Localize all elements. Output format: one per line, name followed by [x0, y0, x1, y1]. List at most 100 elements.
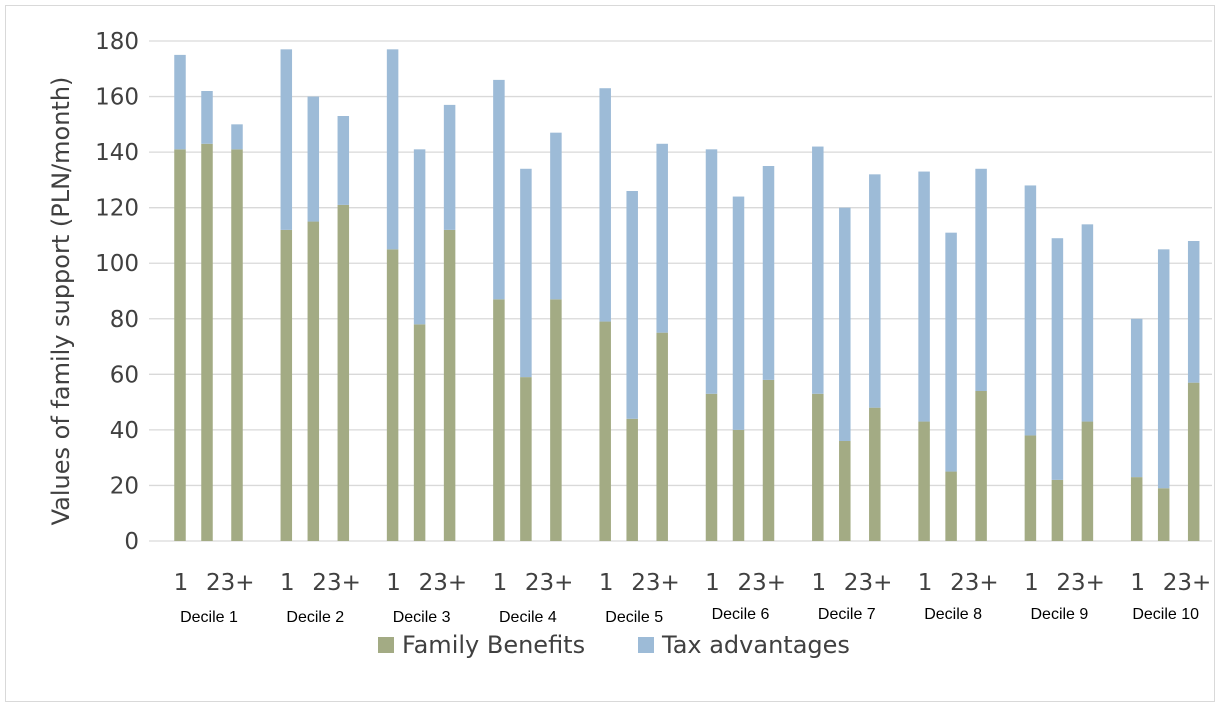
bar-family-benefits [626, 419, 638, 541]
x-tick-label: 2 [738, 570, 753, 596]
bar-family-benefits [1082, 422, 1094, 541]
x-tick-label: 23+ [312, 570, 361, 596]
y-tick-label: 100 [95, 251, 139, 277]
bar-tax-advantages [945, 233, 957, 472]
x-tick-label: 23+ [419, 570, 468, 596]
x-tick-label: 3+ [1177, 570, 1211, 596]
x-tick-label: 1 [1130, 570, 1145, 596]
y-tick-label: 120 [95, 196, 139, 222]
bar-tax-advantages [626, 191, 638, 419]
decile-label: Decile 5 [605, 609, 663, 626]
bars [174, 49, 1199, 541]
bar-tax-advantages [1082, 224, 1094, 421]
x-tick-label: 3+ [646, 570, 680, 596]
bar-family-benefits [975, 391, 987, 541]
decile-label: Decile 9 [1030, 606, 1088, 623]
y-axis-title: Values of family support (PLN/month) [47, 77, 75, 526]
bar-family-benefits [733, 430, 745, 541]
x-tick-label: 23+ [844, 570, 893, 596]
bar-family-benefits [414, 324, 426, 541]
bar-tax-advantages [387, 49, 399, 249]
bar-family-benefits [763, 380, 775, 541]
y-tick-label: 0 [124, 529, 139, 555]
x-tick-label: 2 [312, 570, 327, 596]
x-tick-label: 23+ [738, 570, 787, 596]
x-tick-label: 1 [918, 570, 933, 596]
bar-family-benefits [281, 230, 293, 541]
x-tick-label: 3+ [752, 570, 786, 596]
bar-tax-advantages [1025, 185, 1037, 435]
bar-tax-advantages [763, 166, 775, 380]
bar-tax-advantages [975, 169, 987, 391]
bar-tax-advantages [1188, 241, 1200, 383]
bar-tax-advantages [1158, 249, 1170, 488]
bar-tax-advantages [444, 105, 456, 230]
x-tick-label: 1 [705, 570, 720, 596]
bar-tax-advantages [706, 149, 718, 393]
legend-label: Family Benefits [402, 631, 585, 659]
bar-family-benefits [550, 299, 562, 541]
x-tick-label: 2 [1056, 570, 1071, 596]
bar-tax-advantages [1052, 238, 1064, 480]
legend-label: Tax advantages [661, 631, 850, 659]
x-tick-label: 1 [386, 570, 401, 596]
bar-tax-advantages [733, 197, 745, 430]
bar-family-benefits [869, 408, 881, 541]
x-tick-label: 3+ [540, 570, 574, 596]
x-tick-label: 3+ [858, 570, 892, 596]
bar-tax-advantages [338, 116, 350, 205]
bar-tax-advantages [1131, 319, 1143, 477]
decile-label: Decile 8 [924, 606, 982, 623]
decile-label: Decile 3 [393, 609, 451, 626]
x-tick-label: 23+ [525, 570, 574, 596]
bar-family-benefits [1052, 480, 1064, 541]
x-tick-label: 1 [280, 570, 295, 596]
bar-family-benefits [493, 299, 505, 541]
bar-family-benefits [1025, 435, 1037, 541]
bar-family-benefits [1188, 383, 1200, 541]
bar-family-benefits [839, 441, 851, 541]
bar-family-benefits [1158, 488, 1170, 541]
x-tick-label: 2 [206, 570, 221, 596]
decile-labels: Decile 1 Decile 2 Decile 3 Decile 4 Decile 5… [180, 606, 1199, 626]
bar-tax-advantages [599, 88, 611, 321]
y-tick-label: 180 [95, 29, 139, 55]
bar-family-benefits [387, 249, 399, 541]
bar-tax-advantages [308, 97, 320, 222]
decile-label: Decile 6 [712, 606, 770, 623]
bar-family-benefits [599, 322, 611, 541]
bar-family-benefits [656, 333, 668, 541]
x-tick-label: 2 [525, 570, 540, 596]
bar-family-benefits [945, 472, 957, 541]
bar-tax-advantages [414, 149, 426, 324]
bar-family-benefits [706, 394, 718, 541]
bar-family-benefits [520, 377, 532, 541]
bar-family-benefits [231, 149, 243, 541]
x-tick-label: 1 [1024, 570, 1039, 596]
x-tick-label: 2 [419, 570, 434, 596]
y-tick-label: 60 [110, 362, 139, 388]
bar-tax-advantages [520, 169, 532, 377]
x-tick-label: 3+ [327, 570, 361, 596]
x-tick-label: 1 [811, 570, 826, 596]
x-tick-label: 23+ [1056, 570, 1105, 596]
decile-label: Decile 4 [499, 609, 557, 626]
y-tick-label: 160 [95, 85, 139, 111]
y-tick-label: 80 [110, 307, 139, 333]
decile-label: Decile 2 [286, 609, 344, 626]
y-tick-label: 140 [95, 140, 139, 166]
x-tick-labels: 1 23+ 1 23+ 1 23+ 1 23+ 1 23+ 1 23+ 1 23+ 1 23+ 1 23+ 1 23+ [174, 570, 1212, 596]
bar-family-benefits [444, 230, 456, 541]
bar-family-benefits [812, 394, 824, 541]
chart-frame: 0 20 40 60 80 100 120 140 160 180 1 23+ 1 23+ 1 23+ 1 23… [5, 5, 1215, 702]
bar-tax-advantages [918, 172, 930, 422]
bar-family-benefits [338, 205, 350, 541]
bar-family-benefits [201, 144, 213, 541]
bar-tax-advantages [839, 208, 851, 441]
x-tick-label: 2 [1163, 570, 1178, 596]
decile-label: Decile 10 [1132, 606, 1199, 623]
bar-family-benefits [918, 422, 930, 541]
y-tick-labels: 020406080100120140160180 [95, 29, 139, 555]
bar-family-benefits [1131, 477, 1143, 541]
decile-label: Decile 1 [180, 609, 238, 626]
